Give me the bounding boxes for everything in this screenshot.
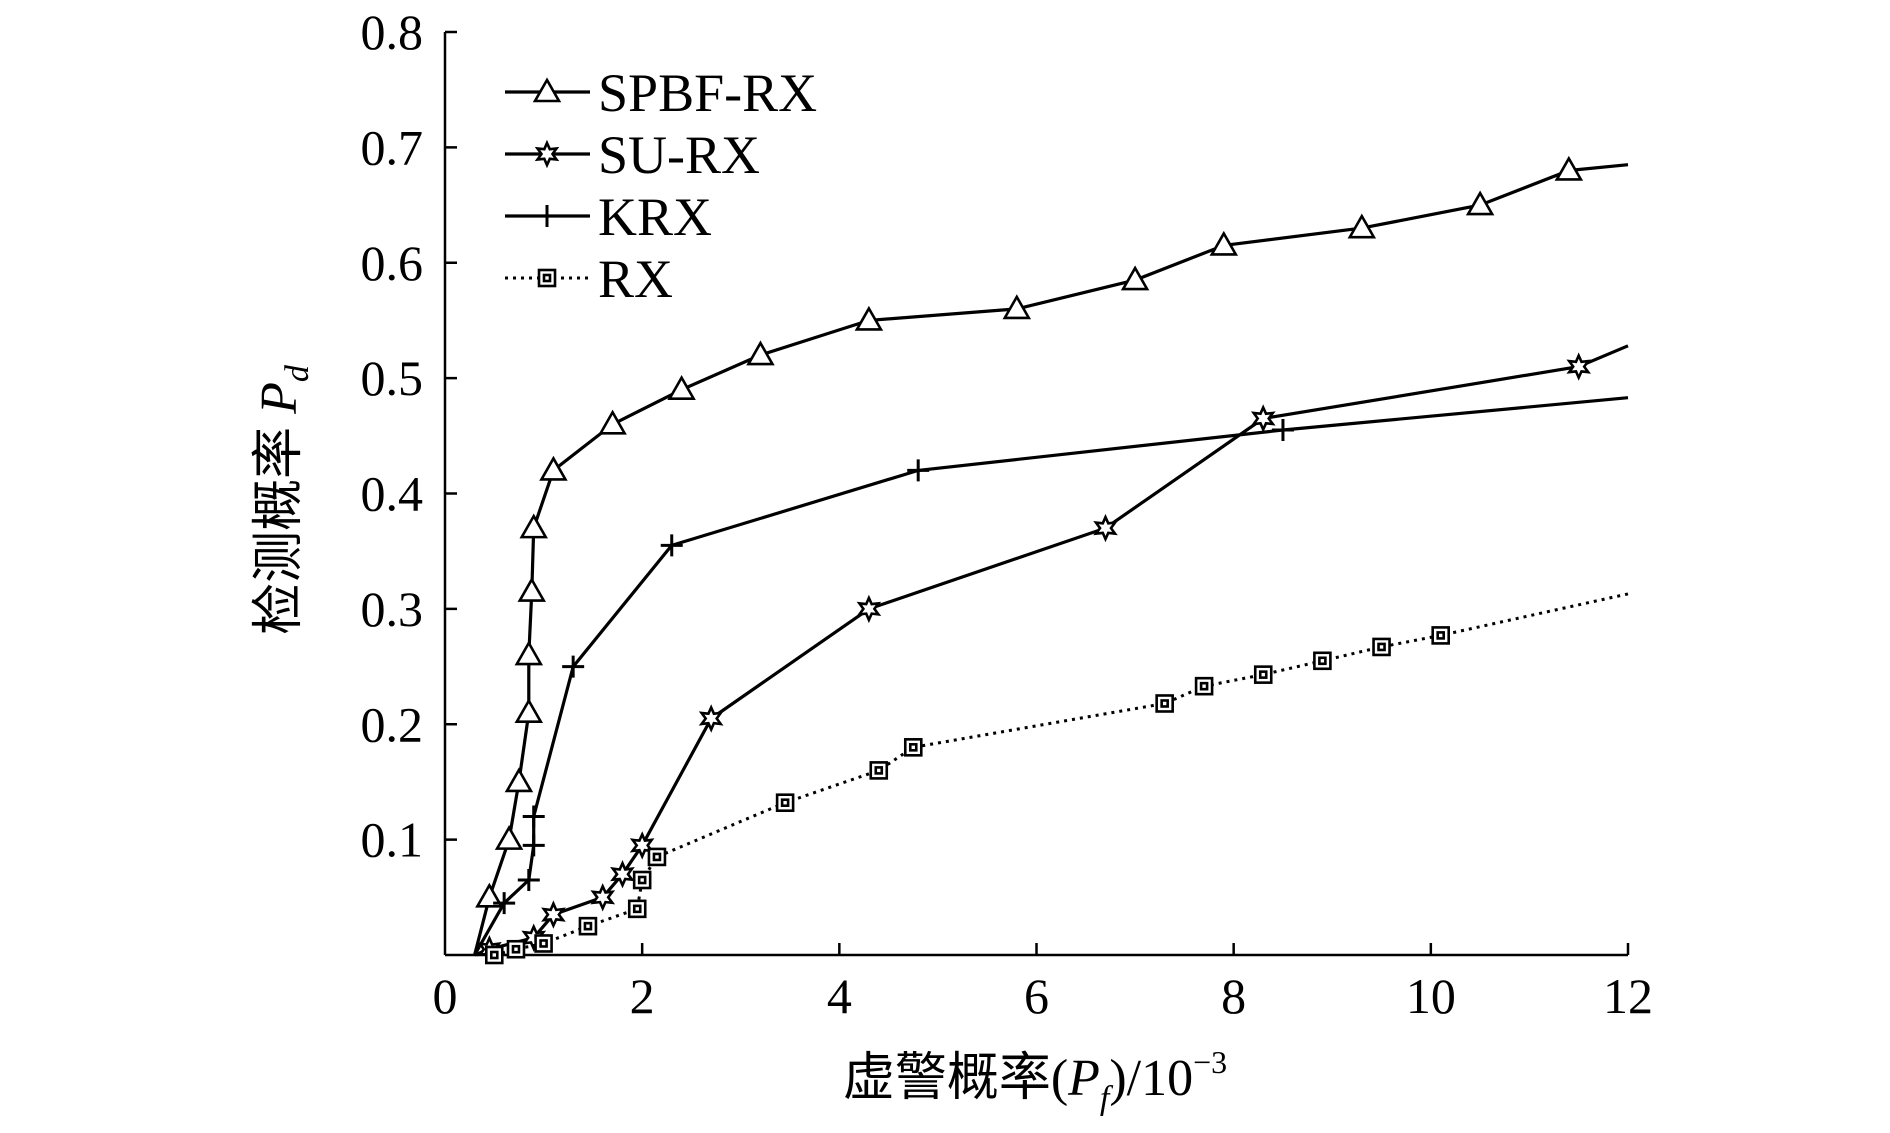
plus-marker [660,534,683,557]
y-tick-label: 0.8 [361,4,424,60]
square-marker-inner [908,743,918,752]
plus-marker [907,459,930,482]
x-axis-title-sup: −3 [1193,1044,1227,1080]
x-tick-label: 2 [630,968,655,1024]
plus-marker [522,834,545,857]
y-tick-label: 0.5 [361,350,424,406]
series-line-krx [473,396,1629,956]
star-marker [521,923,547,952]
triangle-marker [1465,190,1495,216]
star-marker [698,704,724,733]
series-su-rx [474,344,1629,964]
legend-label: KRX [598,187,712,247]
triangle-marker [504,767,534,793]
triangle-marker [1209,230,1239,256]
triangle-marker [519,513,548,539]
square-marker-inner [632,904,642,914]
square-marker-inner [874,766,884,775]
square-marker-inner [780,798,790,808]
legend-item-spbf-rx: SPBF-RX [505,63,817,123]
y-axis-title-sub: d [279,364,316,382]
star-marker [1093,513,1118,543]
series-spbf-rx [473,155,1629,956]
star-marker [534,139,560,169]
triangle-marker [475,882,504,908]
x-axis-title-prefix: 虚警概率( [843,1050,1068,1107]
legend-label: RX [598,249,673,309]
triangle-marker [1347,213,1377,239]
square-marker-inner [1436,631,1445,640]
triangle-marker [532,77,562,103]
legend-item-rx: RX [505,249,673,309]
plus-marker [493,892,516,915]
x-tick-label: 0 [433,968,458,1024]
triangle-marker [517,576,546,602]
square-marker-inner [1160,699,1169,708]
triangle-marker [598,409,627,435]
star-marker [1566,352,1591,381]
series-group [473,155,1629,965]
y-tick-label: 0.4 [361,466,424,522]
square-marker-inner [1258,670,1268,679]
triangle-marker [1554,155,1584,181]
triangle-marker [494,825,524,850]
legend-item-su-rx: SU-RX [505,125,760,185]
x-axis-title-var: P [1067,1050,1100,1107]
star-marker [541,900,566,929]
x-tick-label: 12 [1603,968,1653,1024]
star-marker [610,859,635,889]
x-axis-title-mid: )/10 [1109,1050,1193,1107]
series-krx [473,396,1629,956]
triangle-marker [1120,265,1150,291]
triangle-marker [539,455,568,481]
y-tick-label: 0.1 [361,812,424,868]
square-marker-inner [539,939,548,948]
plus-marker [522,805,545,828]
x-axis-title: 虚警概率(Pf)/10−3 [843,1044,1227,1117]
square-marker-inner [489,950,499,960]
series-line-su-rx [474,344,1629,957]
triangle-marker [1002,294,1032,320]
y-axis-title-prefix: 检测概率 [251,414,308,635]
square-marker-inner [637,875,647,885]
legend-item-krx: KRX [505,187,712,247]
plus-marker [536,205,558,227]
square-marker-inner [1318,656,1327,666]
plus-marker [1271,419,1294,442]
legend-label: SPBF-RX [598,63,817,123]
x-tick-label: 10 [1406,968,1456,1024]
triangle-marker [514,698,544,724]
triangle-marker [746,340,775,366]
series-rx [484,592,1629,965]
y-tick-label: 0.7 [361,119,424,175]
star-marker [590,883,616,912]
triangle-marker [514,640,544,666]
star-marker [856,594,882,624]
series-line-rx [493,592,1629,957]
x-tick-label: 6 [1024,968,1049,1024]
square-marker-inner [542,273,552,283]
square-marker-inner [511,944,521,954]
square-marker-inner [652,852,662,862]
x-tick-label: 8 [1221,968,1246,1024]
x-tick-label: 4 [827,968,852,1024]
y-axis-title: 检测概率 Pd [251,364,316,635]
y-tick-label: 0.3 [361,581,424,637]
y-axis-title-var: P [251,382,308,415]
square-marker-inner [583,921,593,931]
legend-label: SU-RX [598,125,760,185]
square-marker-inner [1377,642,1386,652]
plus-marker [562,655,585,678]
ticks: 0 2 4 6 8 10 12 0.1 0.2 0.3 0.4 0.5 0.6 0.7 0.8 [361,4,1654,1024]
star-marker [629,831,655,860]
square-marker-inner [1199,681,1209,691]
plus-marker [517,869,540,892]
y-tick-label: 0.6 [361,235,424,291]
star-marker [1250,404,1276,433]
triangle-marker [667,375,696,400]
triangle-marker [854,305,884,331]
y-tick-label: 0.2 [361,696,424,752]
